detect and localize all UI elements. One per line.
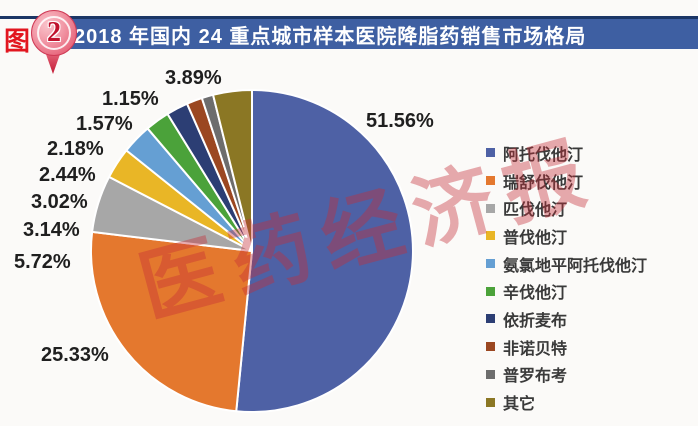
legend-item: 瑞舒伐他汀 (486, 167, 647, 195)
pie-percent-label: 2.44% (39, 164, 96, 186)
legend-item: 普伐他汀 (486, 222, 647, 250)
legend-label: 非诺贝特 (503, 340, 568, 358)
pie-slice-9 (212, 89, 253, 252)
pie-slice-1 (90, 230, 253, 413)
pie-percent-label: 3.89% (165, 67, 222, 89)
pie-percent-label: 5.72% (14, 251, 71, 273)
figure-tag-label: 图 (4, 26, 31, 56)
legend-item: 依折麦布 (486, 305, 647, 333)
legend-label: 普罗布考 (503, 368, 568, 386)
legend-item: 其它 (486, 388, 647, 416)
legend-swatch (486, 203, 495, 213)
title-bar: 2018 年国内 24 重点城市样本医院降脂药销售市场格局 (66, 19, 698, 49)
pie-percent-label: 1.57% (76, 113, 133, 135)
pie-slice-0 (235, 89, 414, 413)
legend-swatch (486, 342, 495, 352)
legend-label: 辛伐他汀 (503, 285, 568, 303)
legend-label: 匹伐他汀 (503, 202, 568, 220)
pie-percent-label: 1.15% (102, 88, 159, 110)
figure-number: 2 (47, 17, 61, 48)
legend-item: 氨氯地平阿托伐他汀 (486, 250, 647, 278)
pie-percent-label: 3.14% (23, 219, 80, 241)
legend-item: 阿托伐他汀 (486, 139, 647, 167)
legend-swatch (486, 176, 495, 186)
legend-swatch (486, 231, 495, 241)
legend-swatch (486, 314, 495, 324)
legend-item: 辛伐他汀 (486, 277, 647, 305)
header-top-border (0, 16, 698, 19)
legend-label: 阿托伐他汀 (503, 146, 584, 164)
legend-swatch (486, 259, 495, 269)
legend-swatch (486, 369, 495, 379)
pie-percent-label: 51.56% (366, 110, 434, 132)
balloon-circle-icon: 2 (31, 10, 77, 56)
legend-item: 普罗布考 (486, 361, 647, 389)
legend-label: 其它 (503, 396, 536, 414)
legend-item: 非诺贝特 (486, 333, 647, 361)
legend: 阿托伐他汀 瑞舒伐他汀 匹伐他汀 普伐他汀 氨氯地平阿托伐他汀 辛伐他汀 依折麦… (486, 139, 647, 416)
figure-number-badge: 2 (31, 10, 77, 74)
pie-percent-label: 25.33% (41, 344, 109, 366)
pie-percent-label: 3.02% (31, 191, 88, 213)
legend-swatch (486, 148, 495, 158)
legend-label: 普伐他汀 (503, 229, 568, 247)
legend-label: 瑞舒伐他汀 (503, 174, 584, 192)
legend-label: 依折麦布 (503, 312, 568, 330)
pie-percent-label: 2.18% (47, 138, 104, 160)
page-title: 2018 年国内 24 重点城市样本医院降脂药销售市场格局 (74, 25, 587, 48)
legend-item: 匹伐他汀 (486, 194, 647, 222)
legend-swatch (486, 286, 495, 296)
legend-label: 氨氯地平阿托伐他汀 (503, 257, 648, 275)
legend-swatch (486, 397, 495, 407)
